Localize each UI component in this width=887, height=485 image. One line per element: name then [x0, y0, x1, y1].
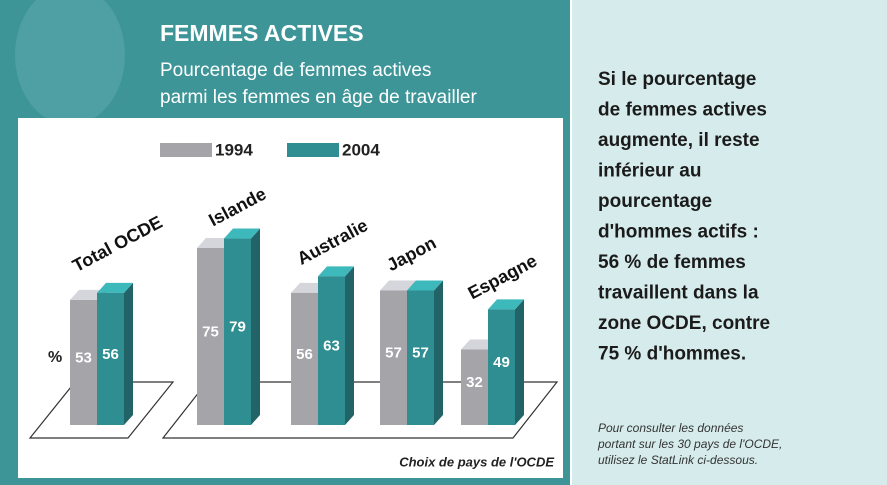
value-label: 56 [296, 346, 313, 363]
sidebar-text: de femmes actives [598, 100, 767, 121]
value-label: 32 [466, 374, 483, 391]
bar-side [434, 280, 443, 425]
value-label: 56 [102, 346, 119, 363]
sidebar-text: travaillent dans la [598, 283, 759, 304]
value-label: 57 [412, 345, 429, 362]
y-axis-label: % [48, 349, 62, 366]
sidebar-text: augmente, il reste [598, 130, 760, 151]
bar-side [251, 229, 260, 425]
chart-subtitle: parmi les femmes en âge de travailler [160, 87, 477, 108]
chart-subtitle: Pourcentage de femmes actives [160, 60, 431, 81]
value-label: 79 [229, 319, 246, 336]
value-label: 53 [75, 349, 92, 366]
value-label: 63 [323, 338, 340, 355]
sidebar-note: portant sur les 30 pays de l'OCDE, [597, 437, 782, 451]
sidebar-text: zone OCDE, contre [598, 313, 770, 334]
legend-label: 2004 [342, 140, 380, 159]
sidebar-text: d'hommes actifs : [598, 222, 759, 243]
legend-label: 1994 [215, 140, 253, 159]
bar-side [124, 283, 133, 425]
footnote: Choix de pays de l'OCDE [399, 454, 554, 469]
page: FEMMES ACTIVES Pourcentage de femmes act… [0, 0, 887, 485]
legend-swatch [287, 143, 339, 157]
sidebar-note: Pour consulter les données [598, 421, 743, 435]
sidebar-note: utilisez le StatLink ci-dessous. [598, 453, 758, 467]
value-label: 57 [385, 345, 402, 362]
chart-title: FEMMES ACTIVES [160, 20, 364, 46]
bar-side [515, 299, 524, 425]
sidebar-text: inférieur au [598, 161, 701, 182]
value-label: 75 [202, 323, 219, 340]
sidebar-text: 56 % de femmes [598, 252, 746, 273]
bar-side [345, 266, 354, 425]
sidebar-text: 75 % d'hommes. [598, 344, 746, 365]
value-label: 49 [493, 354, 510, 371]
sidebar-text: pourcentage [598, 191, 712, 212]
sidebar-text: Si le pourcentage [598, 69, 756, 90]
legend-swatch [160, 143, 212, 157]
